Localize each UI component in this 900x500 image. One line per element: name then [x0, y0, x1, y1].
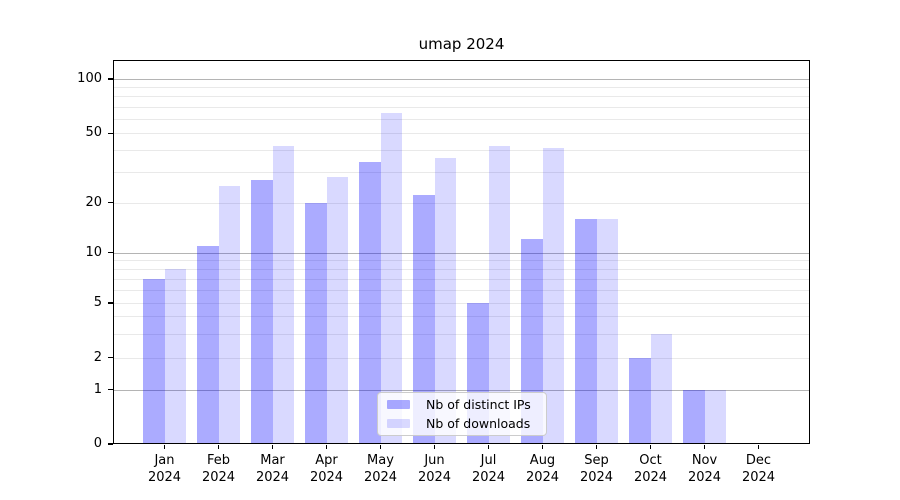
x-tick-label: Mar 2024 — [255, 453, 290, 485]
x-tick — [379, 445, 382, 449]
bar-distinct-ips — [359, 162, 381, 444]
plot-area — [113, 60, 810, 444]
gridline-minor — [113, 333, 810, 335]
y-tick — [108, 78, 113, 80]
bar-downloads — [272, 146, 294, 444]
bar-downloads — [380, 112, 402, 444]
gridline-minor — [113, 118, 810, 120]
bar-distinct-ips — [143, 278, 165, 444]
bar-downloads — [704, 389, 726, 444]
gridline-minor — [113, 202, 810, 204]
x-tick-label: Aug 2024 — [525, 453, 560, 485]
y-tick — [108, 302, 113, 304]
x-tick-label: Jul 2024 — [471, 453, 506, 485]
y-tick-label: 2 — [93, 349, 102, 365]
y-tick — [108, 388, 113, 391]
legend-label-downloads: Nb of downloads — [426, 415, 531, 431]
gridline-major — [113, 252, 810, 254]
legend-swatch-distinct-ips — [387, 400, 410, 409]
y-tick-label: 10 — [85, 244, 102, 260]
bar-downloads — [218, 185, 240, 444]
x-tick — [595, 445, 598, 449]
y-tick-label: 0 — [93, 436, 102, 451]
gridline-minor — [113, 278, 810, 280]
legend-item-downloads: Nb of downloads — [387, 416, 537, 432]
gridline-minor — [113, 260, 810, 262]
bar-downloads — [488, 146, 510, 444]
bar-distinct-ips — [629, 357, 651, 444]
y-tick — [108, 251, 113, 254]
y-tick-label: 20 — [85, 194, 102, 210]
bar-downloads — [164, 268, 186, 444]
x-tick-label: Jan 2024 — [147, 453, 182, 485]
y-tick — [108, 132, 113, 134]
bar-distinct-ips — [305, 202, 327, 444]
gridline-minor — [113, 171, 810, 173]
x-tick-label: Apr 2024 — [309, 453, 344, 485]
x-tick-label: Nov 2024 — [687, 453, 722, 485]
x-tick-label: Oct 2024 — [633, 453, 668, 485]
y-tick — [108, 201, 113, 204]
gridline-minor — [113, 316, 810, 318]
bar-distinct-ips — [413, 195, 435, 444]
gridline-minor — [113, 106, 810, 108]
x-tick — [487, 445, 490, 449]
gridline-minor — [113, 87, 810, 89]
gridline-minor — [113, 268, 810, 270]
bar-distinct-ips — [683, 389, 705, 444]
x-tick — [541, 445, 544, 449]
legend-label-distinct-ips: Nb of distinct IPs — [426, 396, 531, 412]
y-tick — [108, 443, 113, 445]
x-tick — [433, 445, 436, 449]
gridline-minor — [113, 303, 810, 304]
y-tick-label: 50 — [85, 125, 102, 141]
gridline-minor — [113, 133, 810, 135]
x-tick-label: Jun 2024 — [417, 453, 452, 485]
gridline-minor — [113, 289, 810, 291]
bar-distinct-ips — [197, 245, 219, 444]
bar-downloads — [434, 158, 456, 444]
y-tick-label: 5 — [93, 295, 102, 310]
gridline-minor — [113, 357, 810, 359]
x-tick — [649, 445, 652, 449]
legend-swatch-downloads — [387, 419, 410, 428]
bar-distinct-ips — [251, 179, 273, 444]
chart-title: umap 2024 — [418, 35, 505, 53]
y-tick-label: 100 — [77, 71, 102, 86]
legend-item-distinct-ips: Nb of distinct IPs — [387, 397, 537, 413]
x-tick — [163, 445, 166, 449]
x-tick — [325, 445, 328, 449]
y-tick — [108, 357, 113, 359]
bar-downloads — [650, 333, 672, 444]
x-tick — [703, 445, 706, 449]
x-tick — [757, 445, 760, 449]
gridline-minor — [113, 96, 810, 98]
gridline-minor — [113, 150, 810, 152]
y-tick-label: 1 — [93, 381, 102, 397]
x-tick-label: Sep 2024 — [579, 453, 614, 485]
x-tick-label: Dec 2024 — [741, 453, 776, 485]
gridline-major — [113, 79, 810, 80]
bar-distinct-ips — [575, 218, 597, 444]
x-tick-label: Feb 2024 — [201, 453, 236, 485]
x-tick-label: May 2024 — [363, 453, 398, 485]
x-tick — [217, 445, 220, 449]
gridline-major — [113, 389, 810, 391]
bar-downloads — [542, 148, 564, 444]
bar-downloads — [596, 218, 618, 444]
legend: Nb of distinct IPs Nb of downloads — [377, 392, 547, 436]
bar-downloads — [326, 177, 348, 444]
x-tick — [271, 445, 274, 449]
